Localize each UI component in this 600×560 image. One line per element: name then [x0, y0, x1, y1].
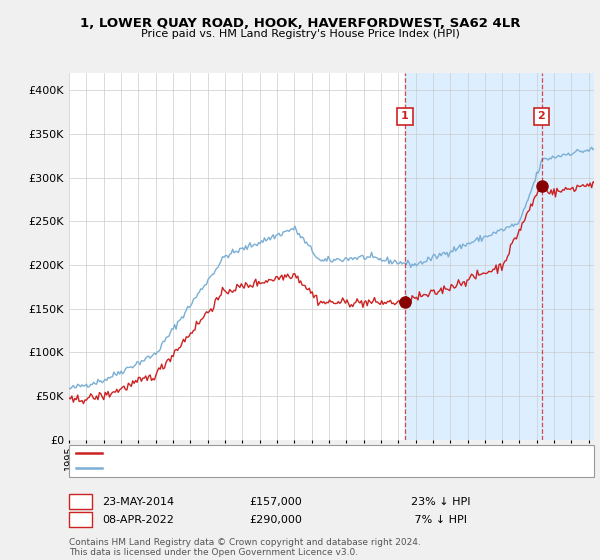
Text: £290,000: £290,000: [249, 515, 302, 525]
Text: 08-APR-2022: 08-APR-2022: [102, 515, 174, 525]
Text: 1, LOWER QUAY ROAD, HOOK, HAVERFORDWEST, SA62 4LR (detached house): 1, LOWER QUAY ROAD, HOOK, HAVERFORDWEST,…: [106, 449, 488, 459]
Text: £157,000: £157,000: [249, 497, 302, 507]
Text: HPI: Average price, detached house, Pembrokeshire: HPI: Average price, detached house, Pemb…: [106, 463, 359, 473]
Text: 2: 2: [538, 111, 545, 122]
Text: 7% ↓ HPI: 7% ↓ HPI: [411, 515, 467, 525]
Text: Contains HM Land Registry data © Crown copyright and database right 2024.
This d: Contains HM Land Registry data © Crown c…: [69, 538, 421, 557]
Text: 1, LOWER QUAY ROAD, HOOK, HAVERFORDWEST, SA62 4LR: 1, LOWER QUAY ROAD, HOOK, HAVERFORDWEST,…: [80, 17, 520, 30]
Text: 2: 2: [77, 515, 84, 525]
Text: 23% ↓ HPI: 23% ↓ HPI: [411, 497, 470, 507]
Text: 23-MAY-2014: 23-MAY-2014: [102, 497, 174, 507]
Bar: [405, 73, 594, 440]
Text: Price paid vs. HM Land Registry's House Price Index (HPI): Price paid vs. HM Land Registry's House …: [140, 29, 460, 39]
Text: 1: 1: [401, 111, 409, 122]
Text: 1: 1: [77, 497, 84, 507]
